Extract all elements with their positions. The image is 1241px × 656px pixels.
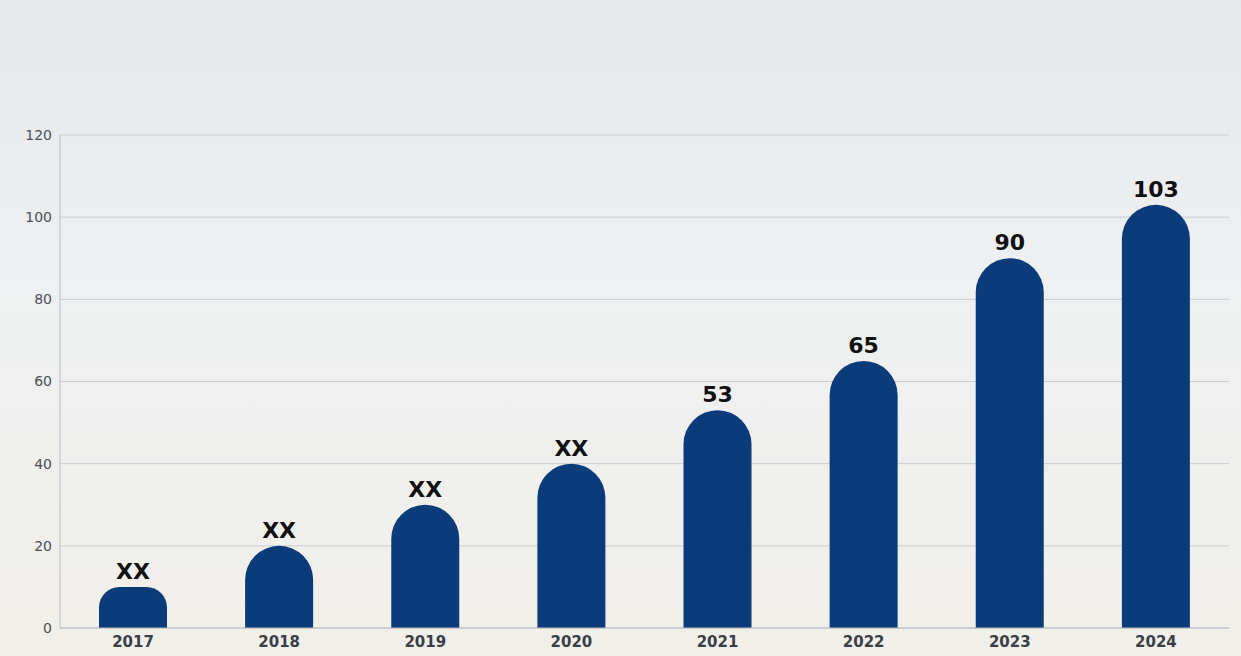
svg-text:XX: XX: [554, 436, 588, 461]
svg-text:90: 90: [994, 230, 1025, 255]
svg-text:120: 120: [25, 127, 52, 143]
svg-text:2024: 2024: [1135, 633, 1177, 651]
svg-text:2017: 2017: [112, 633, 154, 651]
svg-text:XX: XX: [408, 477, 442, 502]
svg-text:65: 65: [848, 333, 879, 358]
svg-text:2020: 2020: [551, 633, 593, 651]
svg-text:2023: 2023: [989, 633, 1031, 651]
svg-text:0: 0: [43, 620, 52, 636]
svg-text:53: 53: [702, 382, 733, 407]
svg-text:XX: XX: [116, 559, 150, 584]
svg-text:2018: 2018: [258, 633, 300, 651]
svg-text:2022: 2022: [843, 633, 885, 651]
svg-text:103: 103: [1133, 177, 1179, 202]
svg-text:20: 20: [34, 538, 52, 554]
svg-text:XX: XX: [262, 518, 296, 543]
svg-text:2019: 2019: [404, 633, 446, 651]
svg-text:60: 60: [34, 373, 52, 389]
svg-text:80: 80: [34, 291, 52, 307]
svg-text:40: 40: [34, 456, 52, 472]
svg-text:2021: 2021: [697, 633, 739, 651]
svg-text:100: 100: [25, 209, 52, 225]
